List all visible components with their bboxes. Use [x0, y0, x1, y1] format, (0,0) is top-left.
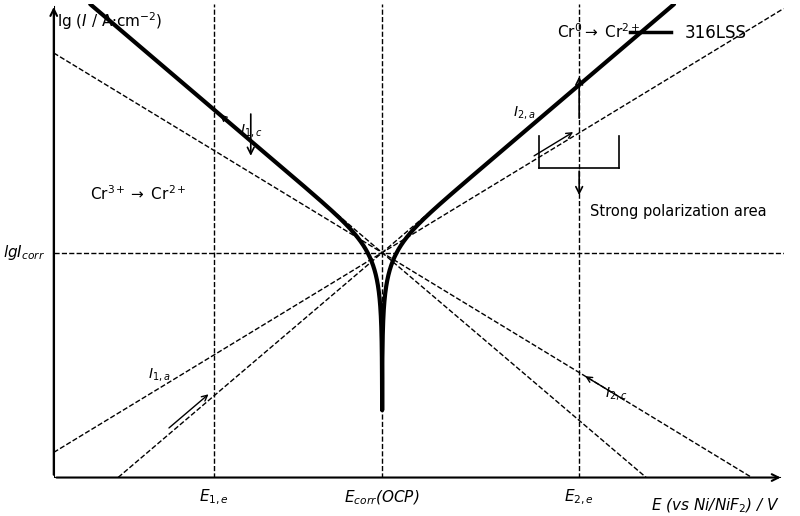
- Text: $E_{corr}$(OCP): $E_{corr}$(OCP): [345, 488, 420, 507]
- Text: $E_{2,e}$: $E_{2,e}$: [564, 488, 594, 508]
- Text: $I_{1,c}$: $I_{1,c}$: [240, 122, 262, 139]
- Text: $E_{1,e}$: $E_{1,e}$: [199, 488, 230, 508]
- Text: $E$ ($vs$ Ni/NiF$_2$) / V: $E$ ($vs$ Ni/NiF$_2$) / V: [651, 496, 780, 515]
- Text: $I_{1,a}$: $I_{1,a}$: [148, 366, 170, 383]
- Text: lg ($I$ / A·cm$^{-2}$): lg ($I$ / A·cm$^{-2}$): [58, 10, 163, 32]
- Legend: 316LSS: 316LSS: [623, 17, 754, 49]
- Text: Cr$^{3+}$$\rightarrow$ Cr$^{2+}$: Cr$^{3+}$$\rightarrow$ Cr$^{2+}$: [90, 184, 187, 203]
- Text: lg$I_{corr}$: lg$I_{corr}$: [3, 243, 45, 262]
- Text: $I_{2,c}$: $I_{2,c}$: [605, 385, 627, 402]
- Text: $I_{2,a}$: $I_{2,a}$: [513, 104, 535, 121]
- Text: Strong polarization area: Strong polarization area: [590, 204, 766, 219]
- Text: Cr$^0$$\rightarrow$ Cr$^{2+}$: Cr$^0$$\rightarrow$ Cr$^{2+}$: [558, 22, 641, 41]
